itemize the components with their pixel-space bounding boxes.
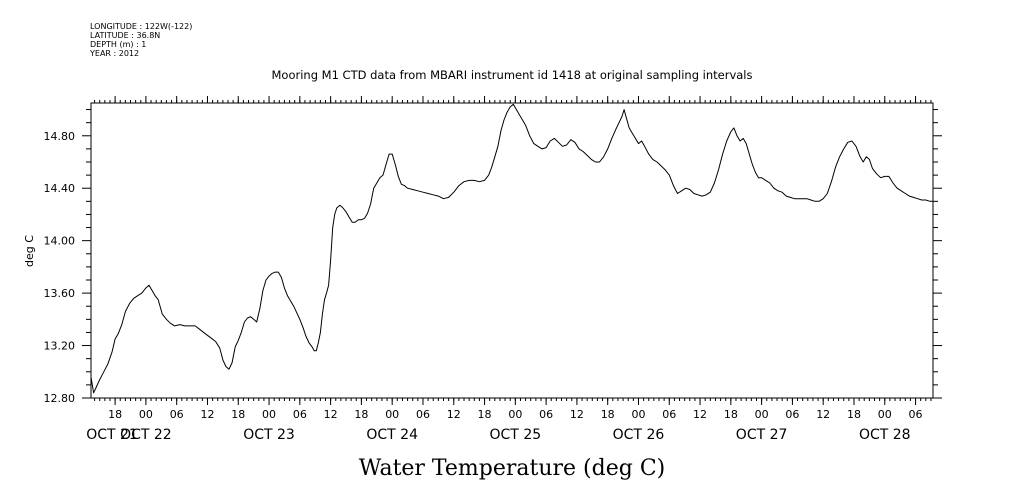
x-tick-label: 12 xyxy=(570,408,584,421)
y-tick-label: 14.00 xyxy=(44,235,76,248)
x-tick-label: 06 xyxy=(416,408,430,421)
x-tick-label: 12 xyxy=(447,408,461,421)
x-tick-label: 12 xyxy=(816,408,830,421)
y-tick-label: 14.80 xyxy=(44,130,76,143)
x-tick-label: 00 xyxy=(508,408,522,421)
x-tick-label: 18 xyxy=(724,408,738,421)
longitude-label: LONGITUDE : 122W(-122) xyxy=(90,22,192,31)
x-tick-label: 00 xyxy=(631,408,645,421)
x-tick-label: 12 xyxy=(693,408,707,421)
x-major-ticks xyxy=(114,96,917,405)
x-minor-ticks xyxy=(94,100,932,401)
x-tick-label: 18 xyxy=(601,408,615,421)
x-tick-label: 06 xyxy=(539,408,553,421)
x-date-label: OCT 28 xyxy=(859,427,911,443)
x-tick-label: 00 xyxy=(878,408,892,421)
latitude-label: LATITUDE : 36.8N xyxy=(90,31,160,40)
x-tick-label: 06 xyxy=(662,408,676,421)
x-tick-label: 00 xyxy=(139,408,153,421)
x-tick-label: 06 xyxy=(909,408,923,421)
y-axis-label: deg C xyxy=(23,235,36,267)
water-temperature-line xyxy=(90,103,933,394)
y-tick-labels: 12.80 13.20 13.60 14.00 14.40 14.80 xyxy=(44,130,76,405)
x-tick-label: 06 xyxy=(785,408,799,421)
x-tick-label: 00 xyxy=(262,408,276,421)
plot-frame xyxy=(90,102,934,399)
x-axis-label: Water Temperature (deg C) xyxy=(359,456,666,481)
x-tick-label: 12 xyxy=(324,408,338,421)
x-date-label: OCT 24 xyxy=(366,427,418,443)
x-tick-labels: 18 00 06 12 18 00 06 12 18 00 06 12 18 00 06 12 18 00 06 12… xyxy=(108,408,922,421)
x-tick-label: 00 xyxy=(385,408,399,421)
x-date-label: OCT 22 xyxy=(120,427,172,443)
y-ticks xyxy=(82,109,942,399)
x-date-label: OCT 25 xyxy=(490,427,542,443)
x-tick-label: 06 xyxy=(170,408,184,421)
x-tick-label: 06 xyxy=(293,408,307,421)
x-tick-label: 18 xyxy=(108,408,122,421)
x-tick-label: 00 xyxy=(755,408,769,421)
x-date-label: OCT 27 xyxy=(736,427,788,443)
x-tick-label: 12 xyxy=(200,408,214,421)
x-date-label: OCT 26 xyxy=(613,427,665,443)
y-tick-label: 12.80 xyxy=(44,392,76,405)
x-date-label: OCT 21 xyxy=(86,427,138,443)
year-label: YEAR : 2012 xyxy=(89,49,139,58)
x-tick-label: 18 xyxy=(478,408,492,421)
x-tick-label: 18 xyxy=(847,408,861,421)
y-tick-label: 14.40 xyxy=(44,182,76,195)
y-tick-label: 13.60 xyxy=(44,287,76,300)
x-tick-label: 18 xyxy=(354,408,368,421)
y-tick-label: 13.20 xyxy=(44,340,76,353)
x-date-label: OCT 23 xyxy=(243,427,295,443)
chart-title: Mooring M1 CTD data from MBARI instrumen… xyxy=(272,68,753,82)
depth-label: DEPTH (m) : 1 xyxy=(90,40,146,49)
x-tick-label: 18 xyxy=(231,408,245,421)
mooring-metadata: LONGITUDE : 122W(-122) LATITUDE : 36.8N … xyxy=(89,22,192,58)
